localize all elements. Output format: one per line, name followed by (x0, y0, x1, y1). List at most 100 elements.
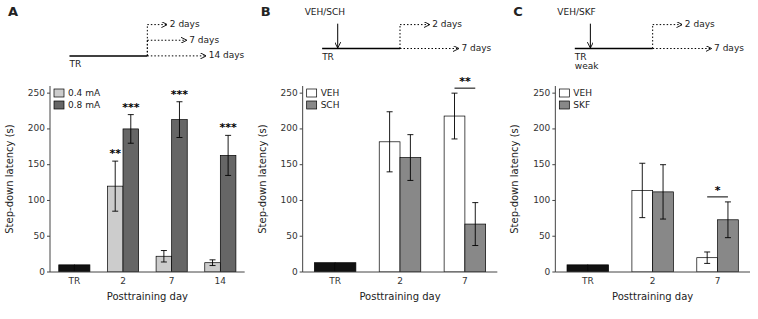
legend-swatch (54, 89, 64, 97)
x-tick-label: 7 (169, 276, 175, 286)
bar (335, 263, 356, 272)
y-tick-label: 0 (39, 267, 45, 277)
y-tick-label: 150 (533, 159, 550, 169)
error-bar (725, 202, 731, 238)
legend-swatch (559, 89, 569, 97)
y-tick (300, 236, 303, 237)
error-bar (161, 251, 167, 262)
y-tick (300, 200, 303, 201)
error-stem (179, 102, 180, 138)
diagram: TR2 days7 days14 days (68, 19, 244, 69)
plot-marks (59, 102, 236, 272)
x-axis-line (555, 272, 750, 273)
error-stem (115, 161, 116, 211)
significance-label: ** (109, 147, 121, 160)
y-tick-label: 0 (545, 267, 551, 277)
error-stem (389, 112, 390, 172)
y-tick (300, 128, 303, 129)
error-cap (472, 245, 478, 246)
error-bar (112, 161, 118, 211)
injection-arrow (590, 24, 591, 48)
y-tick (300, 164, 303, 165)
x-axis-label: Posttraining day (107, 291, 188, 302)
y-tick-label: 250 (28, 88, 45, 98)
error-cap (210, 259, 216, 260)
error-cap (704, 263, 710, 264)
branch-arrow (147, 55, 205, 56)
diagram-header: VEH/SKF (557, 7, 595, 17)
error-cap (407, 134, 413, 135)
error-cap (407, 180, 413, 181)
x-axis-line (50, 272, 245, 273)
error-cap (387, 171, 393, 172)
timeline (322, 48, 400, 50)
branch-arrow (147, 24, 166, 25)
y-tick-label: 50 (34, 231, 46, 241)
y-tick (300, 272, 303, 273)
y-tick-label: 200 (280, 123, 297, 133)
error-cap (176, 137, 182, 138)
diagram-label: 2 days (432, 19, 462, 29)
bar (588, 265, 609, 272)
branch-arrow (400, 48, 458, 49)
error-bar (176, 102, 182, 138)
error-stem (212, 260, 213, 266)
x-tick-label: 2 (120, 276, 126, 286)
error-stem (454, 93, 455, 139)
significance-label: ** (459, 75, 471, 88)
diagram-label: TR (321, 52, 334, 62)
error-cap (225, 135, 231, 136)
error-stem (130, 115, 131, 144)
legend-label: VEH (321, 88, 340, 98)
x-tick-label: 7 (462, 276, 468, 286)
legend-label: SKF (573, 100, 590, 110)
error-cap (452, 138, 458, 139)
error-cap (112, 161, 118, 162)
y-tick-label: 100 (280, 195, 297, 205)
x-tick-label: TR (67, 276, 80, 286)
diagram-header: VEH/SCH (305, 7, 345, 17)
legend: VEH SCH (307, 88, 340, 110)
panel: ATR2 days7 days14 days050100150200250TR2… (4, 4, 245, 302)
error-bar (660, 165, 666, 219)
error-cap (112, 211, 118, 212)
legend-label: VEH (573, 88, 592, 98)
x-axis-label: Posttraining day (359, 291, 440, 302)
error-bar (452, 93, 458, 139)
legend-label: SCH (321, 100, 340, 110)
x-axis-label: Posttraining day (612, 291, 693, 302)
error-bar (387, 112, 393, 172)
panel-title: C (513, 4, 523, 19)
y-axis-line (555, 86, 556, 272)
branch-arrow (400, 24, 429, 25)
error-cap (725, 237, 731, 238)
diagram-label: weak (575, 61, 599, 71)
y-tick (552, 128, 555, 129)
legend-swatch (54, 101, 64, 109)
error-bar (472, 203, 478, 246)
bar (314, 263, 335, 272)
diagram-label: 7 days (461, 43, 491, 53)
significance-label: *** (122, 101, 140, 114)
error-cap (210, 265, 216, 266)
timeline (575, 48, 653, 50)
error-cap (639, 217, 645, 218)
error-bar (128, 115, 134, 144)
y-tick (47, 236, 50, 237)
y-tick-label: 250 (533, 88, 550, 98)
injection-arrow (337, 24, 338, 48)
error-stem (410, 135, 411, 181)
y-tick (47, 93, 50, 94)
diagram: VEH/SCH TR 2 days 7 days (305, 7, 492, 62)
significance-label: *** (219, 121, 237, 134)
y-tick (552, 236, 555, 237)
y-tick-label: 150 (280, 159, 297, 169)
y-tick-label: 200 (28, 123, 45, 133)
panel-title: B (261, 4, 271, 19)
bar (59, 265, 75, 272)
y-axis-label: Step-down latency (s) (509, 124, 520, 234)
error-cap (161, 250, 167, 251)
diagram-label: TR (68, 59, 81, 69)
panel: CVEH/SKFTRweak2 days7 days05010015020025… (509, 4, 750, 302)
plot-marks (314, 93, 485, 272)
